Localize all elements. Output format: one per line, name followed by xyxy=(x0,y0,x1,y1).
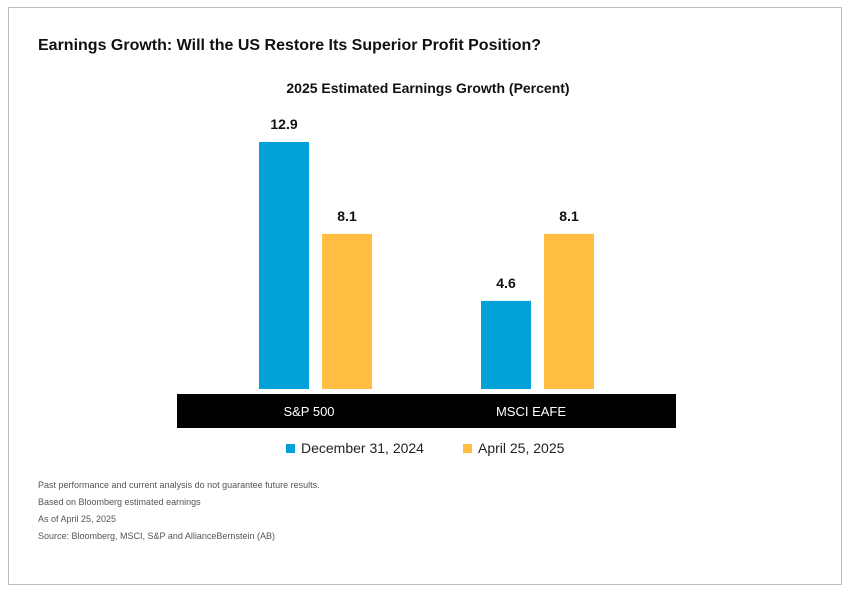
chart-title: 2025 Estimated Earnings Growth (Percent) xyxy=(286,80,570,96)
legend-item-december-31-2024: December 31, 2024 xyxy=(286,440,424,456)
legend-item-april-25-2025: April 25, 2025 xyxy=(463,440,564,456)
bar-sp-500-april-25-2025 xyxy=(322,233,372,389)
footnote-basis: Based on Bloomberg estimated earnings xyxy=(38,497,201,507)
category-band xyxy=(177,394,676,428)
legend-label-april-25-2025: April 25, 2025 xyxy=(478,440,565,456)
page-title: Earnings Growth: Will the US Restore Its… xyxy=(38,37,542,54)
legend-label-december-31-2024: December 31, 2024 xyxy=(301,440,424,456)
footnote-disclaimer: Past performance and current analysis do… xyxy=(38,480,320,490)
legend-swatch-april-25-2025 xyxy=(463,443,472,453)
bar-msci-eafe-december-31-2024 xyxy=(481,300,531,389)
legend-swatch-december-31-2024 xyxy=(286,443,295,453)
data-label-sp-500-december-31-2024: 12.9 xyxy=(270,116,297,132)
bar-sp-500-december-31-2024 xyxy=(259,142,309,389)
category-label-sp-500: S&P 500 xyxy=(283,404,334,419)
category-label-msci-eafe: MSCI EAFE xyxy=(496,404,566,419)
footnote-source: Source: Bloomberg, MSCI, S&P and Allianc… xyxy=(38,531,275,541)
footnote-date: As of April 25, 2025 xyxy=(38,514,117,524)
data-label-sp-500-april-25-2025: 8.1 xyxy=(337,208,357,224)
footnotes: Past performance and current analysis do… xyxy=(38,477,320,545)
data-label-msci-eafe-april-25-2025: 8.1 xyxy=(559,208,579,224)
legend: December 31, 2024 April 25, 2025 xyxy=(0,440,850,460)
chart-frame xyxy=(8,7,842,585)
data-label-msci-eafe-december-31-2024: 4.6 xyxy=(496,275,516,291)
bar-msci-eafe-april-25-2025 xyxy=(544,233,594,389)
